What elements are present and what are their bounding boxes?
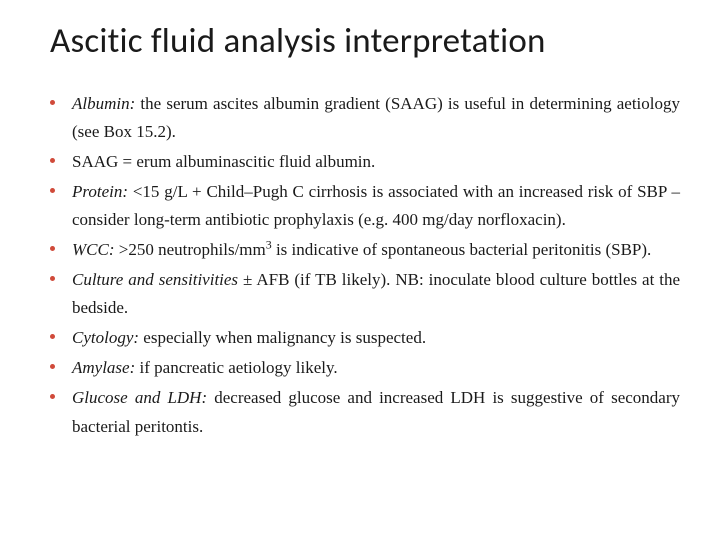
item-text-pre: >250 neutrophils/mm xyxy=(115,240,266,259)
bullet-icon xyxy=(50,364,55,369)
list-item: Glucose and LDH: decreased glucose and i… xyxy=(50,384,680,440)
bullet-icon xyxy=(50,394,55,399)
item-text-post: is indicative of spontaneous bacterial p… xyxy=(272,240,652,259)
item-text: the serum ascites albumin gradient (SAAG… xyxy=(72,94,680,141)
list-item: Cytology: especially when malignancy is … xyxy=(50,324,680,352)
list-item: Protein: <15 g/L + Child–Pugh C cirrhosi… xyxy=(50,178,680,234)
list-item: Amylase: if pancreatic aetiology likely. xyxy=(50,354,680,382)
item-text: <15 g/L + Child–Pugh C cirrhosis is asso… xyxy=(72,182,680,229)
list-item: Culture and sensitivities ± AFB (if TB l… xyxy=(50,266,680,322)
term: Protein: xyxy=(72,182,128,201)
page-title: Ascitic fluid analysis interpretation xyxy=(50,20,680,62)
term: Culture and sensitivities xyxy=(72,270,238,289)
item-text: SAAG = erum albuminascitic fluid albumin… xyxy=(72,152,375,171)
term: Glucose and LDH: xyxy=(72,388,207,407)
term: WCC: xyxy=(72,240,115,259)
bullet-icon xyxy=(50,100,55,105)
item-text: if pancreatic aetiology likely. xyxy=(135,358,337,377)
bullet-icon xyxy=(50,246,55,251)
item-text: especially when malignancy is suspected. xyxy=(139,328,426,347)
bullet-icon xyxy=(50,158,55,163)
bullet-list: Albumin: the serum ascites albumin gradi… xyxy=(50,90,680,441)
term: Cytology: xyxy=(72,328,139,347)
term: Albumin: xyxy=(72,94,135,113)
term: Amylase: xyxy=(72,358,135,377)
bullet-icon xyxy=(50,334,55,339)
list-item: SAAG = erum albuminascitic fluid albumin… xyxy=(50,148,680,176)
bullet-icon xyxy=(50,188,55,193)
list-item: Albumin: the serum ascites albumin gradi… xyxy=(50,90,680,146)
list-item: WCC: >250 neutrophils/mm3 is indicative … xyxy=(50,236,680,264)
bullet-icon xyxy=(50,276,55,281)
